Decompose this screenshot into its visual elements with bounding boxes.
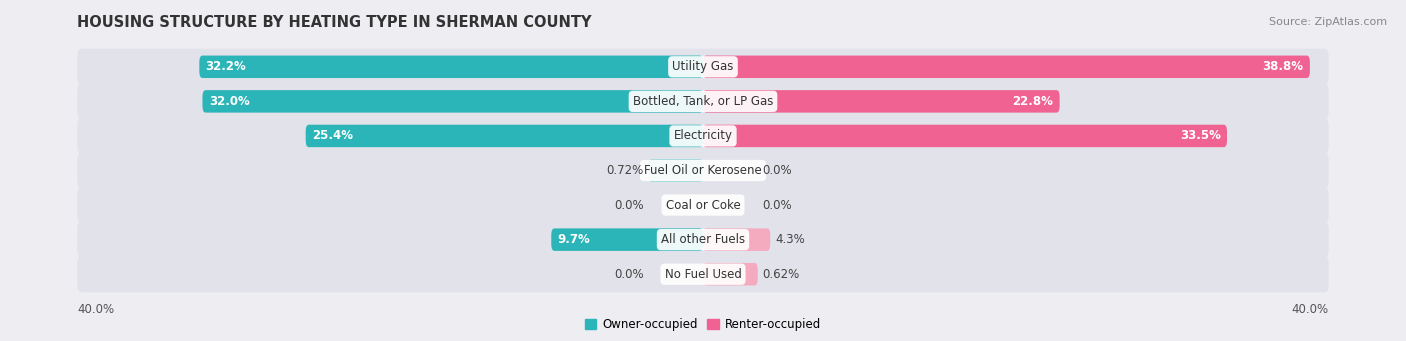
Text: 32.2%: 32.2% [205, 60, 246, 73]
Text: 4.3%: 4.3% [775, 233, 804, 246]
FancyBboxPatch shape [77, 118, 1329, 154]
Text: Coal or Coke: Coal or Coke [665, 198, 741, 211]
FancyBboxPatch shape [305, 125, 703, 147]
Text: 9.7%: 9.7% [558, 233, 591, 246]
Text: 0.0%: 0.0% [614, 268, 644, 281]
FancyBboxPatch shape [551, 228, 703, 251]
FancyBboxPatch shape [77, 152, 1329, 189]
Text: 38.8%: 38.8% [1263, 60, 1303, 73]
FancyBboxPatch shape [648, 159, 703, 182]
FancyBboxPatch shape [703, 228, 770, 251]
Text: 32.0%: 32.0% [208, 95, 249, 108]
Text: 40.0%: 40.0% [1292, 303, 1329, 316]
Text: 0.62%: 0.62% [762, 268, 800, 281]
Text: 0.0%: 0.0% [762, 198, 792, 211]
Text: 0.0%: 0.0% [762, 164, 792, 177]
Text: All other Fuels: All other Fuels [661, 233, 745, 246]
Legend: Owner-occupied, Renter-occupied: Owner-occupied, Renter-occupied [579, 314, 827, 336]
FancyBboxPatch shape [703, 263, 758, 285]
Text: 0.72%: 0.72% [606, 164, 644, 177]
FancyBboxPatch shape [703, 90, 1060, 113]
Text: Source: ZipAtlas.com: Source: ZipAtlas.com [1268, 17, 1386, 27]
Text: Utility Gas: Utility Gas [672, 60, 734, 73]
Text: 33.5%: 33.5% [1180, 130, 1220, 143]
Text: Fuel Oil or Kerosene: Fuel Oil or Kerosene [644, 164, 762, 177]
Text: 0.0%: 0.0% [614, 198, 644, 211]
FancyBboxPatch shape [202, 90, 703, 113]
Text: Bottled, Tank, or LP Gas: Bottled, Tank, or LP Gas [633, 95, 773, 108]
Text: 22.8%: 22.8% [1012, 95, 1053, 108]
Text: HOUSING STRUCTURE BY HEATING TYPE IN SHERMAN COUNTY: HOUSING STRUCTURE BY HEATING TYPE IN SHE… [77, 15, 592, 30]
Text: 40.0%: 40.0% [77, 303, 114, 316]
Text: Electricity: Electricity [673, 130, 733, 143]
FancyBboxPatch shape [703, 125, 1227, 147]
FancyBboxPatch shape [77, 49, 1329, 85]
Text: 25.4%: 25.4% [312, 130, 353, 143]
FancyBboxPatch shape [200, 56, 703, 78]
FancyBboxPatch shape [77, 187, 1329, 223]
Text: No Fuel Used: No Fuel Used [665, 268, 741, 281]
FancyBboxPatch shape [77, 83, 1329, 119]
FancyBboxPatch shape [703, 56, 1310, 78]
FancyBboxPatch shape [77, 256, 1329, 292]
FancyBboxPatch shape [77, 222, 1329, 258]
